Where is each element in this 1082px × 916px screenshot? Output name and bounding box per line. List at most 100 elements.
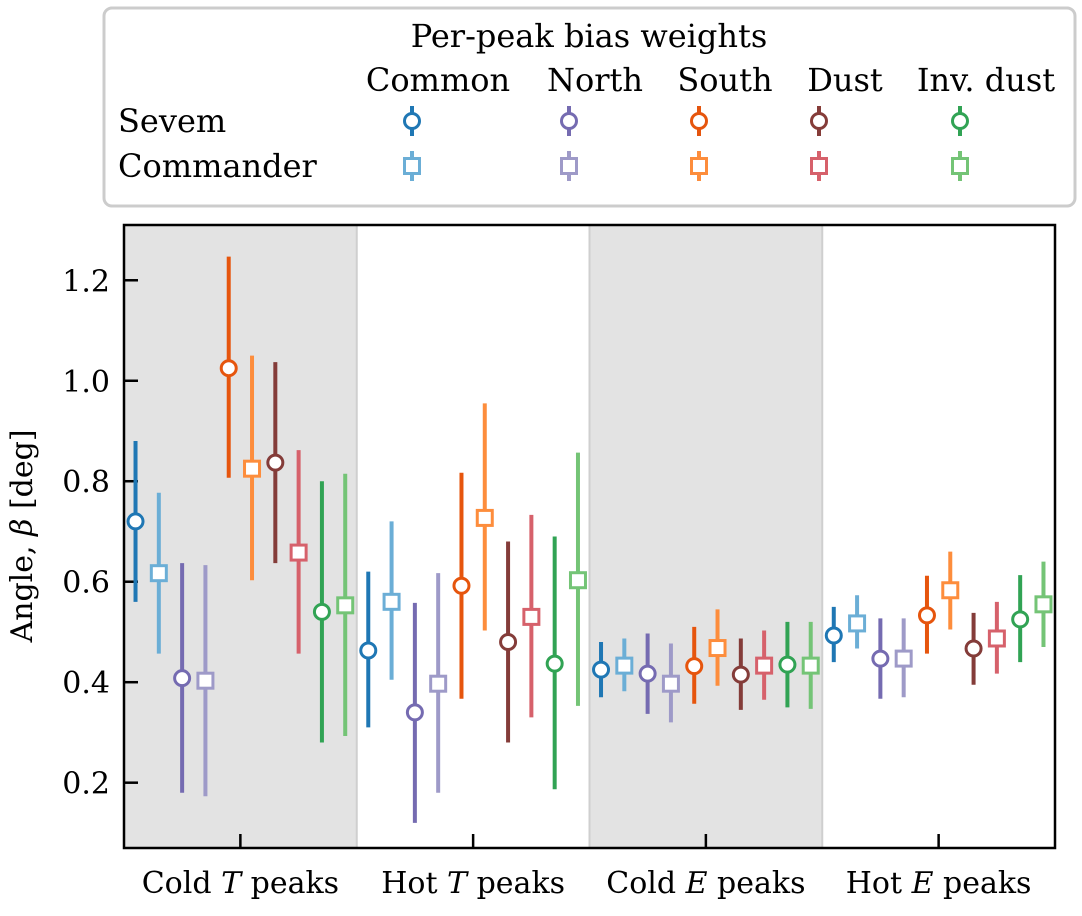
data-point — [359, 641, 378, 660]
legend-marker — [690, 151, 708, 181]
legend-title: Per-peak bias weights — [411, 17, 768, 55]
data-point — [615, 656, 634, 675]
legend-frame — [102, 6, 1077, 208]
data-point — [638, 664, 657, 683]
plot-area — [122, 223, 1057, 850]
data-point — [731, 665, 750, 684]
data-point — [917, 606, 936, 625]
legend-marker — [403, 151, 421, 181]
y-tick-label: 0.4 — [62, 666, 110, 701]
data-point — [1034, 595, 1053, 614]
data-point — [690, 157, 708, 175]
data-point — [452, 576, 471, 595]
data-point — [755, 656, 774, 675]
x-tick-label-text: peaks — [708, 866, 806, 901]
legend-marker — [951, 106, 969, 136]
data-point — [312, 602, 331, 621]
legend-marker — [403, 106, 421, 136]
data-point — [568, 571, 587, 590]
data-point — [941, 581, 960, 600]
y-axis-label-unit: [deg] — [5, 429, 40, 518]
x-tick-label-text: Cold — [142, 866, 221, 901]
legend-marker — [951, 151, 969, 181]
x-tick-label-text: peaks — [467, 866, 565, 901]
data-point — [894, 649, 913, 668]
x-tick-label: Hot E peaks — [846, 866, 1032, 901]
data-point — [824, 626, 843, 645]
x-tick-label: Cold T peaks — [142, 866, 339, 901]
data-point — [149, 564, 168, 583]
series-1 — [149, 492, 867, 692]
data-point — [196, 671, 215, 690]
y-axis-label-text: Angle, — [5, 536, 40, 644]
data-point — [126, 512, 145, 531]
legend-column-label: Dust — [807, 61, 883, 99]
y-axis-label: Angle, β [deg] — [5, 429, 40, 643]
data-point — [475, 508, 494, 527]
x-tick-label-text: Hot — [846, 866, 912, 901]
legend-marker — [560, 151, 578, 181]
series-4 — [219, 256, 936, 704]
data-point — [951, 112, 969, 130]
series-5 — [243, 355, 960, 686]
legend-column-label: Inv. dust — [917, 61, 1055, 99]
data-point — [560, 157, 578, 175]
data-point — [987, 629, 1006, 648]
series-8 — [312, 481, 1030, 790]
series-7 — [289, 450, 1006, 718]
legend-column-label: South — [677, 61, 772, 99]
data-point — [336, 596, 355, 615]
series-9 — [336, 452, 1053, 736]
data-point — [545, 654, 564, 673]
legend: Per-peak bias weights Common North South Du… — [102, 6, 1077, 208]
x-tick-label-symbol: E — [685, 866, 708, 901]
x-tick-label-symbol: T — [447, 866, 469, 901]
x-tick-label: Hot T peaks — [381, 866, 565, 901]
legend-marker — [560, 106, 578, 136]
x-tick-label-text: Cold — [606, 866, 685, 901]
series-6 — [266, 362, 983, 743]
data-point — [173, 669, 192, 688]
data-point — [810, 157, 828, 175]
y-tick-label: 1.2 — [62, 264, 110, 299]
series-2 — [173, 563, 890, 823]
data-point — [1011, 610, 1030, 629]
data-point — [522, 607, 541, 626]
x-tick-label-text: peaks — [241, 866, 339, 901]
y-tick-label: 1.0 — [62, 365, 110, 400]
data-point — [685, 657, 704, 676]
data-point — [690, 112, 708, 130]
series-0 — [126, 441, 843, 728]
legend-column-label: Common — [366, 61, 510, 99]
data-point — [708, 639, 727, 658]
y-tick-label: 0.6 — [62, 566, 110, 601]
data-point — [801, 656, 820, 675]
data-point — [382, 592, 401, 611]
data-point — [499, 633, 518, 652]
data-point — [810, 112, 828, 130]
legend-row-label: Commander — [118, 147, 318, 185]
legend-marker — [810, 151, 828, 181]
legend-marker — [810, 106, 828, 136]
legend-row-label: Sevem — [118, 102, 226, 140]
series-3 — [196, 565, 913, 797]
category-band — [588, 224, 824, 849]
data-point — [778, 655, 797, 674]
data-point — [951, 157, 969, 175]
x-tick-label-symbol: T — [221, 866, 243, 901]
data-point — [219, 359, 238, 378]
data-point — [405, 703, 424, 722]
data-point — [266, 453, 285, 472]
legend-marker — [690, 106, 708, 136]
data-point — [289, 543, 308, 562]
data-point — [560, 112, 578, 130]
data-point — [661, 674, 680, 693]
data-point — [403, 157, 421, 175]
x-tick-label-text: Hot — [381, 866, 447, 901]
data-point — [243, 459, 262, 478]
y-tick-label: 0.8 — [62, 465, 110, 500]
data-point — [871, 649, 890, 668]
x-tick-label-text: peaks — [934, 866, 1032, 901]
data-point — [848, 614, 867, 633]
